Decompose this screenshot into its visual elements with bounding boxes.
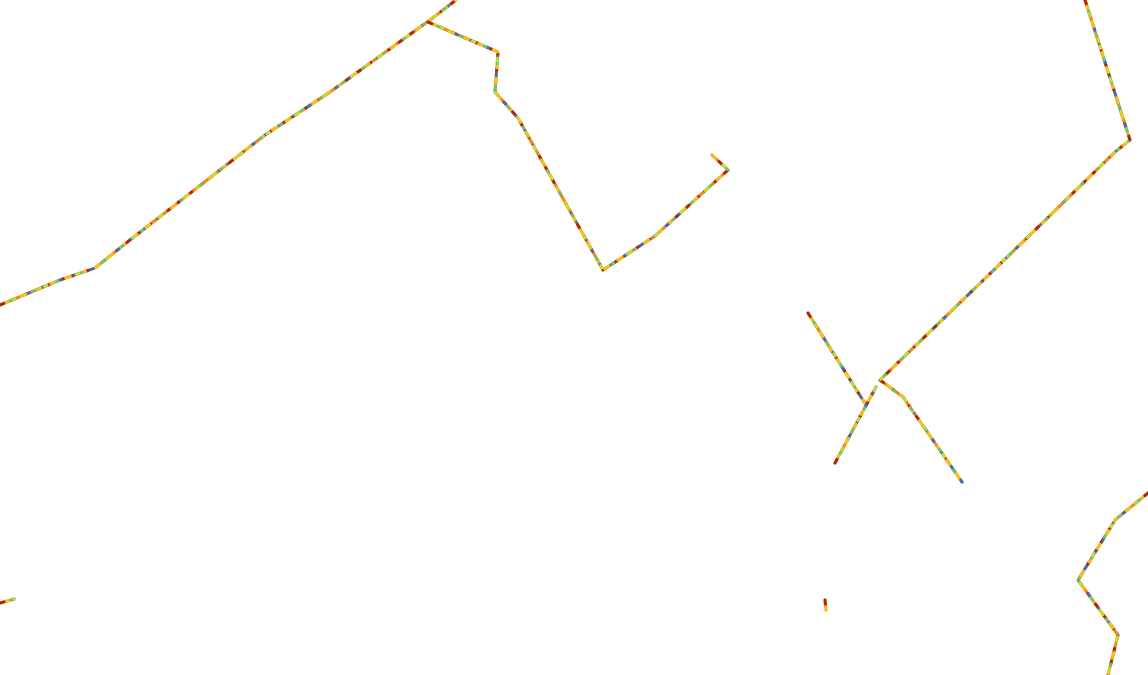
track-southeast-stroke-4 xyxy=(1076,491,1148,675)
track-cross-b-stroke-3 xyxy=(833,385,878,465)
track-hook-stroke-5 xyxy=(426,20,730,272)
track-southeast-stroke-3 xyxy=(1076,491,1148,675)
track-west-stroke-1 xyxy=(0,0,458,307)
track-west-stroke-0 xyxy=(0,0,458,307)
track-east-stroke-2 xyxy=(878,0,1132,484)
track-stub-south-stroke-3 xyxy=(823,598,828,612)
track-west-stroke-3 xyxy=(0,0,458,307)
track-hook-stroke-4 xyxy=(426,20,730,272)
track-west-stroke-4 xyxy=(0,0,458,307)
track-west[interactable] xyxy=(0,0,458,307)
track-east-stroke-3 xyxy=(878,0,1132,484)
track-cross-a-stroke-3 xyxy=(806,311,868,407)
track-hook-stroke-3 xyxy=(426,20,730,272)
track-east-stroke-0 xyxy=(878,0,1132,484)
track-stub-south-stroke-1 xyxy=(823,598,828,612)
track-hook[interactable] xyxy=(426,20,730,272)
track-west-stroke-5 xyxy=(0,0,458,307)
track-cross-b[interactable] xyxy=(833,385,878,465)
track-southeast[interactable] xyxy=(1076,491,1148,675)
track-cross-a-stroke-5 xyxy=(806,311,868,407)
track-cross-b-stroke-5 xyxy=(833,385,878,465)
track-hook-stroke-0 xyxy=(426,20,730,272)
track-stub-west[interactable] xyxy=(0,597,16,605)
track-stub-south[interactable] xyxy=(823,598,828,612)
track-hook-stroke-1 xyxy=(426,20,730,272)
track-hook-stroke-2 xyxy=(426,20,730,272)
track-stub-west-stroke-4 xyxy=(0,597,16,605)
track-east[interactable] xyxy=(878,0,1132,484)
track-east-stroke-4 xyxy=(878,0,1132,484)
track-east-stroke-5 xyxy=(878,0,1132,484)
track-west-stroke-2 xyxy=(0,0,458,307)
track-east-stroke-1 xyxy=(878,0,1132,484)
track-southeast-stroke-0 xyxy=(1076,491,1148,675)
track-cross-a[interactable] xyxy=(806,311,868,407)
